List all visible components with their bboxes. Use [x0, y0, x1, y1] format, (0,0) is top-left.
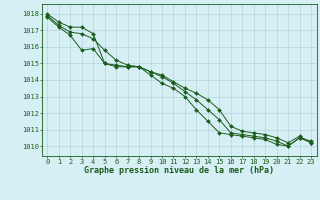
X-axis label: Graphe pression niveau de la mer (hPa): Graphe pression niveau de la mer (hPa) — [84, 166, 274, 175]
